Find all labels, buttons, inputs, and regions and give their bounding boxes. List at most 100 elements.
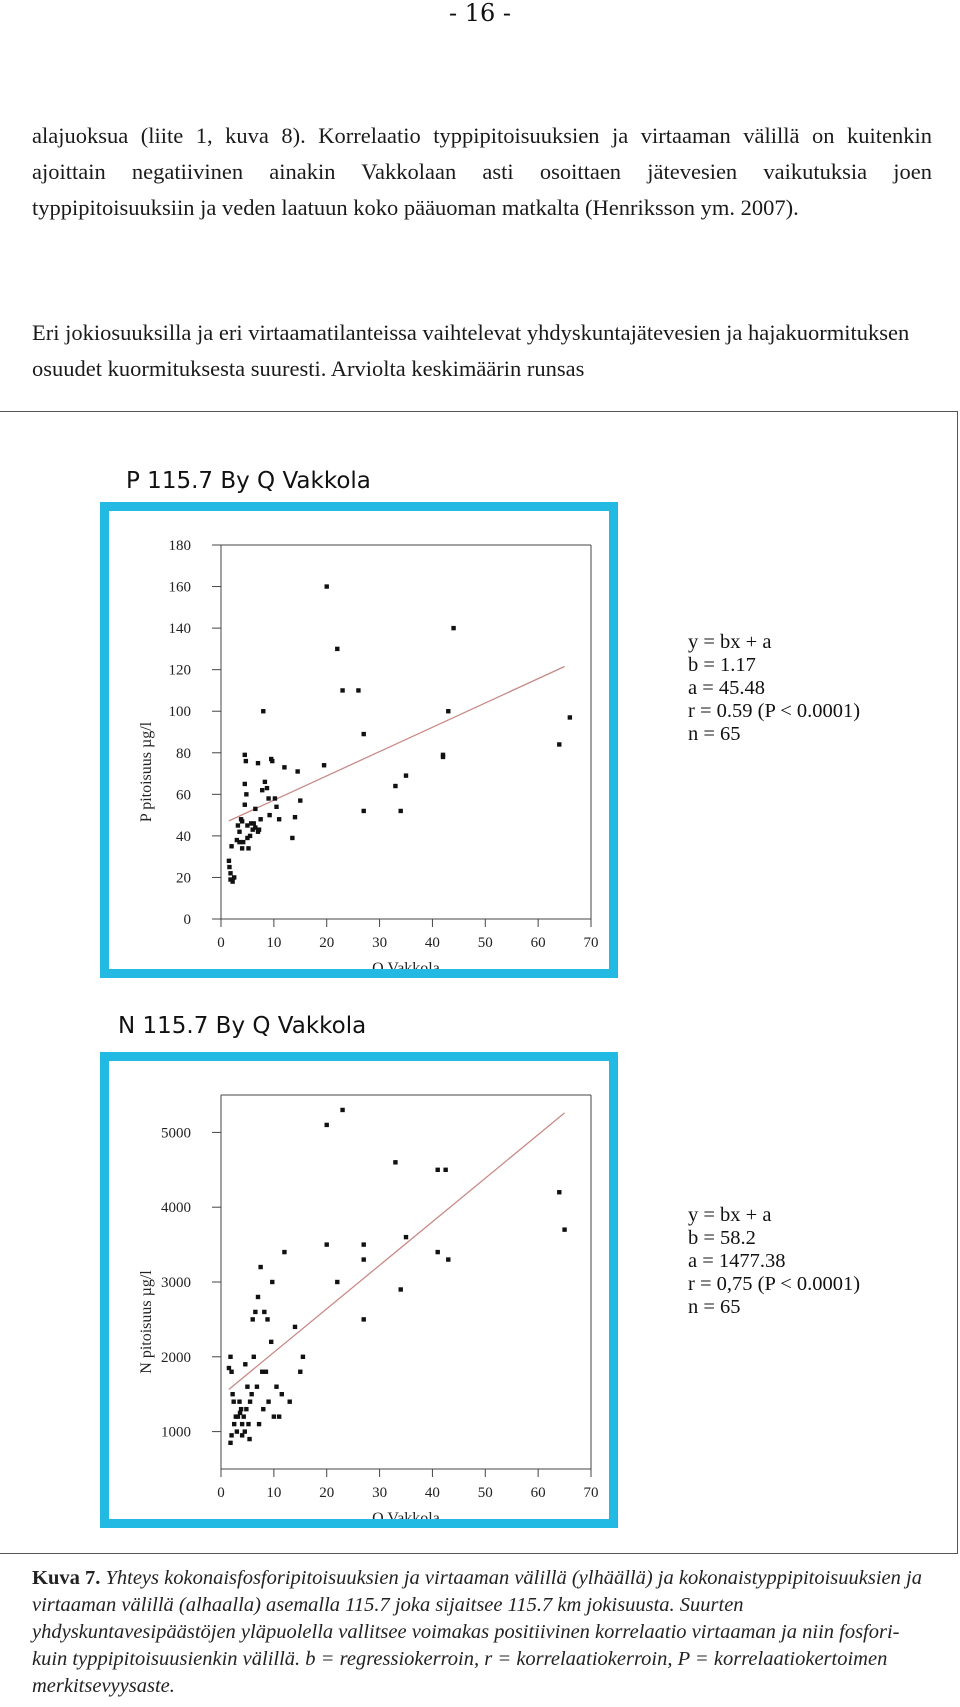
- stats-line: n = 65: [688, 1296, 741, 1318]
- data-point: [321, 763, 327, 768]
- data-point: [398, 808, 403, 814]
- x-tick-label: 40: [425, 935, 440, 951]
- data-point: [393, 783, 398, 789]
- data-point: [228, 1440, 233, 1446]
- data-point: [282, 765, 287, 770]
- data-point: [361, 731, 366, 737]
- data-point: [247, 1399, 253, 1404]
- figure-box: [0, 411, 958, 1554]
- data-point: [229, 1369, 234, 1374]
- data-point: [361, 1317, 366, 1322]
- data-point: [226, 858, 232, 864]
- data-point: [247, 1436, 252, 1442]
- x-tick-label: 10: [266, 1485, 281, 1501]
- data-point: [241, 839, 246, 845]
- data-point: [229, 844, 234, 849]
- x-tick-label: 30: [372, 1485, 387, 1501]
- data-point: [261, 1406, 266, 1412]
- data-point: [298, 1369, 303, 1374]
- data-point: [244, 1406, 249, 1412]
- y-tick-label: 0: [184, 912, 192, 928]
- data-point: [282, 1249, 287, 1255]
- data-point: [234, 837, 240, 843]
- data-point: [292, 814, 298, 820]
- stats-line: b = 58.2: [688, 1227, 756, 1249]
- data-point: [443, 1167, 448, 1172]
- data-point: [244, 792, 249, 797]
- data-point: [242, 802, 247, 807]
- regression-stats-p: y = bx + a b = 1.17 a = 45.48 r = 0.59 (…: [688, 631, 860, 746]
- data-point: [237, 1410, 243, 1416]
- data-point: [239, 1433, 245, 1438]
- p-scatter-plot: 0 20 40 60 80 100 120 140 160 180 0 10 20 30 40 50 60 70 Q…: [138, 538, 599, 969]
- data-point: [260, 787, 265, 793]
- data-point: [235, 823, 241, 828]
- data-point: [243, 1362, 248, 1367]
- y-tick-label: 5000: [161, 1125, 191, 1141]
- data-point: [237, 829, 242, 834]
- x-tick-label: 0: [217, 935, 225, 951]
- data-point: [440, 754, 446, 760]
- data-point: [232, 1421, 237, 1427]
- data-point: [266, 796, 271, 801]
- data-point: [274, 804, 279, 809]
- data-point: [251, 821, 256, 826]
- data-point: [340, 688, 345, 693]
- data-point: [246, 846, 251, 851]
- data-point: [403, 773, 409, 778]
- data-point: [324, 584, 329, 589]
- y-tick-label: 40: [176, 829, 191, 845]
- data-point: [361, 808, 366, 814]
- y-tick-label: 100: [169, 704, 192, 720]
- stats-line: y = bx + a: [688, 1204, 772, 1226]
- x-tick-label: 30: [372, 935, 387, 951]
- data-point: [263, 1369, 269, 1374]
- n-scatter-plot: 1000 2000 3000 4000 5000 0 10 20 30 40 50 60 70 Q Vak…: [138, 1094, 599, 1519]
- data-point: [229, 1433, 234, 1438]
- data-point: [258, 817, 263, 822]
- data-point: [226, 1365, 232, 1371]
- data-point: [239, 846, 245, 851]
- body-paragraph: alajuoksua (liite 1, kuva 8). Korrelaati…: [32, 123, 932, 220]
- data-point: [335, 1279, 340, 1285]
- y-tick-label: 180: [169, 538, 192, 554]
- data-point: [251, 1354, 256, 1359]
- data-point: [356, 688, 361, 693]
- data-point: [245, 1384, 250, 1389]
- x-tick-label: 40: [425, 1485, 440, 1501]
- data-point: [237, 839, 242, 845]
- x-tick-label: 20: [319, 935, 334, 951]
- data-point: [264, 785, 270, 791]
- data-point: [567, 715, 573, 720]
- data-point: [446, 1257, 451, 1262]
- data-point: [241, 1414, 246, 1419]
- data-point: [451, 625, 456, 631]
- data-point: [324, 1242, 329, 1247]
- data-point: [238, 817, 244, 822]
- x-tick-label: 0: [217, 1485, 225, 1501]
- chart-frame-n: 1000 2000 3000 4000 5000 0 10 20 30 40 50 60 70 Q Vak…: [100, 1052, 618, 1528]
- caption-text: Yhteys kokonaisfosforipitoisuuksien ja v…: [32, 1567, 922, 1697]
- data-point: [239, 1421, 245, 1427]
- stats-line: y = bx + a: [688, 631, 772, 653]
- data-point: [270, 758, 275, 764]
- page-number: - 16 -: [448, 0, 511, 27]
- data-point: [232, 875, 237, 880]
- x-axis-label: Q Vakkola: [372, 960, 440, 969]
- data-point: [292, 1324, 298, 1330]
- data-point: [255, 760, 261, 766]
- data-point: [230, 879, 235, 884]
- y-tick-label: 20: [176, 870, 191, 886]
- data-point: [262, 779, 268, 785]
- data-point: [324, 1122, 329, 1128]
- data-point: [249, 1392, 254, 1397]
- x-tick-label: 10: [266, 935, 281, 951]
- data-point: [262, 1309, 267, 1315]
- data-point: [234, 1429, 240, 1434]
- x-tick-label: 50: [478, 935, 493, 951]
- regression-line: [228, 1112, 565, 1390]
- data-point: [266, 1399, 271, 1404]
- stats-line: a = 1477.38: [688, 1250, 786, 1272]
- figure-caption: Kuva 7. Yhteys kokonaisfosforipitoisuuks…: [32, 1565, 932, 1700]
- data-point: [295, 769, 300, 774]
